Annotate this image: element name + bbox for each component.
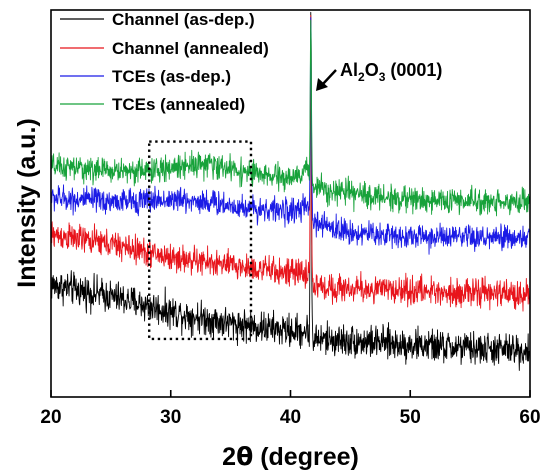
x-tick-label-2: 30: [160, 407, 181, 428]
highlight-box: [147, 140, 253, 341]
annotation-arrow-shaft: [321, 69, 337, 86]
series-line-3: [50, 17, 531, 255]
legend-item-3: TCEs (as-dep.): [60, 67, 231, 86]
legend-item-4: TCEs (annealed): [60, 95, 245, 114]
legend-item-1: Channel (as-dep.): [60, 10, 255, 29]
series-layer: [50, 11, 531, 371]
x-tick-label-5: 60: [519, 407, 540, 428]
annotation-arrow-head: [316, 78, 328, 91]
legend-label-2: Channel (annealed): [112, 39, 269, 58]
series-line-1: [50, 11, 531, 371]
x-axis-title: 2θ (degree): [222, 442, 359, 471]
legend-item-2: Channel (annealed): [60, 39, 269, 58]
y-axis-title: Intensity (a.u.): [13, 118, 41, 287]
annotation-subscript-2: 3: [379, 70, 386, 84]
peak-annotation: Al2O3 (0001): [316, 60, 442, 91]
legend-label-4: TCEs (annealed): [112, 95, 245, 114]
series-line-4: [50, 19, 531, 217]
x-tick-label-4: 50: [400, 407, 421, 428]
annotation-subscript-1: 2: [358, 70, 365, 84]
x-tick-label-1: 20: [40, 407, 61, 428]
annotation-label: Al2O3 (0001): [340, 60, 442, 84]
x-tick-label-3: 40: [280, 407, 301, 428]
legend: Channel (as-dep.) Channel (annealed) TCE…: [60, 10, 269, 114]
legend-label-1: Channel (as-dep.): [112, 10, 255, 29]
x-axis-ticks: 20 30 40 50 60: [40, 390, 541, 428]
legend-label-3: TCEs (as-dep.): [112, 67, 231, 86]
series-line-2: [50, 14, 531, 312]
